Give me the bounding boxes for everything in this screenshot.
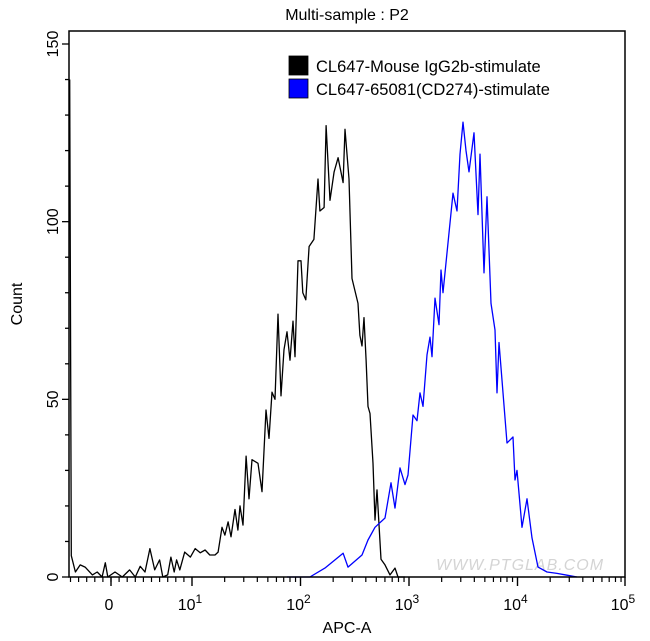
x-tick-exponent: 4 — [521, 592, 528, 606]
x-tick-label: 102 — [286, 592, 311, 614]
legend-swatch — [288, 78, 309, 99]
legend-label: CL647-65081(CD274)-stimulate — [316, 81, 550, 99]
x-tick-exponent: 5 — [629, 592, 636, 606]
x-tick-exponent: 3 — [413, 592, 420, 606]
legend-swatch — [288, 55, 309, 76]
x-tick-base: 10 — [178, 597, 196, 614]
y-tick-label: 0 — [45, 572, 62, 581]
chart-title: Multi-sample : P2 — [285, 7, 409, 24]
legend-label: CL647-Mouse IgG2b-stimulate — [316, 58, 541, 76]
x-tick-base: 10 — [395, 597, 413, 614]
x-tick-base: 10 — [611, 597, 629, 614]
plot-frame — [68, 30, 626, 578]
x-tick-label: 104 — [503, 592, 528, 614]
x-tick-label: 103 — [395, 592, 420, 614]
legend: CL647-Mouse IgG2b-stimulate CL647-65081(C… — [288, 55, 550, 99]
x-tick-base: 10 — [503, 597, 521, 614]
y-tick-label: 150 — [45, 31, 62, 58]
x-tick-exponent: 1 — [196, 592, 203, 606]
x-tick-base: 0 — [105, 597, 114, 614]
x-tick-base: 10 — [286, 597, 304, 614]
series-line-2 — [287, 121, 578, 578]
x-tick-label: 101 — [178, 592, 203, 614]
series-line-1 — [69, 79, 405, 578]
y-axis-label: Count — [9, 282, 26, 325]
x-axis-label: APC-A — [323, 620, 372, 637]
watermark: WWW.PTGLAB.COM — [436, 557, 604, 574]
x-tick-label: 0 — [105, 597, 114, 614]
y-tick-label: 50 — [45, 390, 62, 408]
x-tick-exponent: 2 — [304, 592, 311, 606]
x-tick-label: 105 — [611, 592, 636, 614]
y-tick-label: 100 — [45, 208, 62, 235]
